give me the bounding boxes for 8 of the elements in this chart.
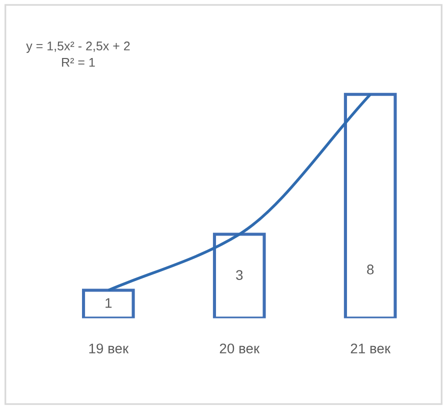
x-tick-label: 21 век xyxy=(350,344,391,354)
data-label: 8 xyxy=(367,264,374,274)
data-label: 1 xyxy=(106,298,112,308)
x-tick-label: 20 век xyxy=(220,344,260,354)
text: R² = 1 xyxy=(62,58,95,67)
text: y = 1,5x² - 2,5x + 2 xyxy=(26,42,130,53)
data-label: 3 xyxy=(236,270,243,280)
x-tick-label: 19 век xyxy=(89,344,129,354)
